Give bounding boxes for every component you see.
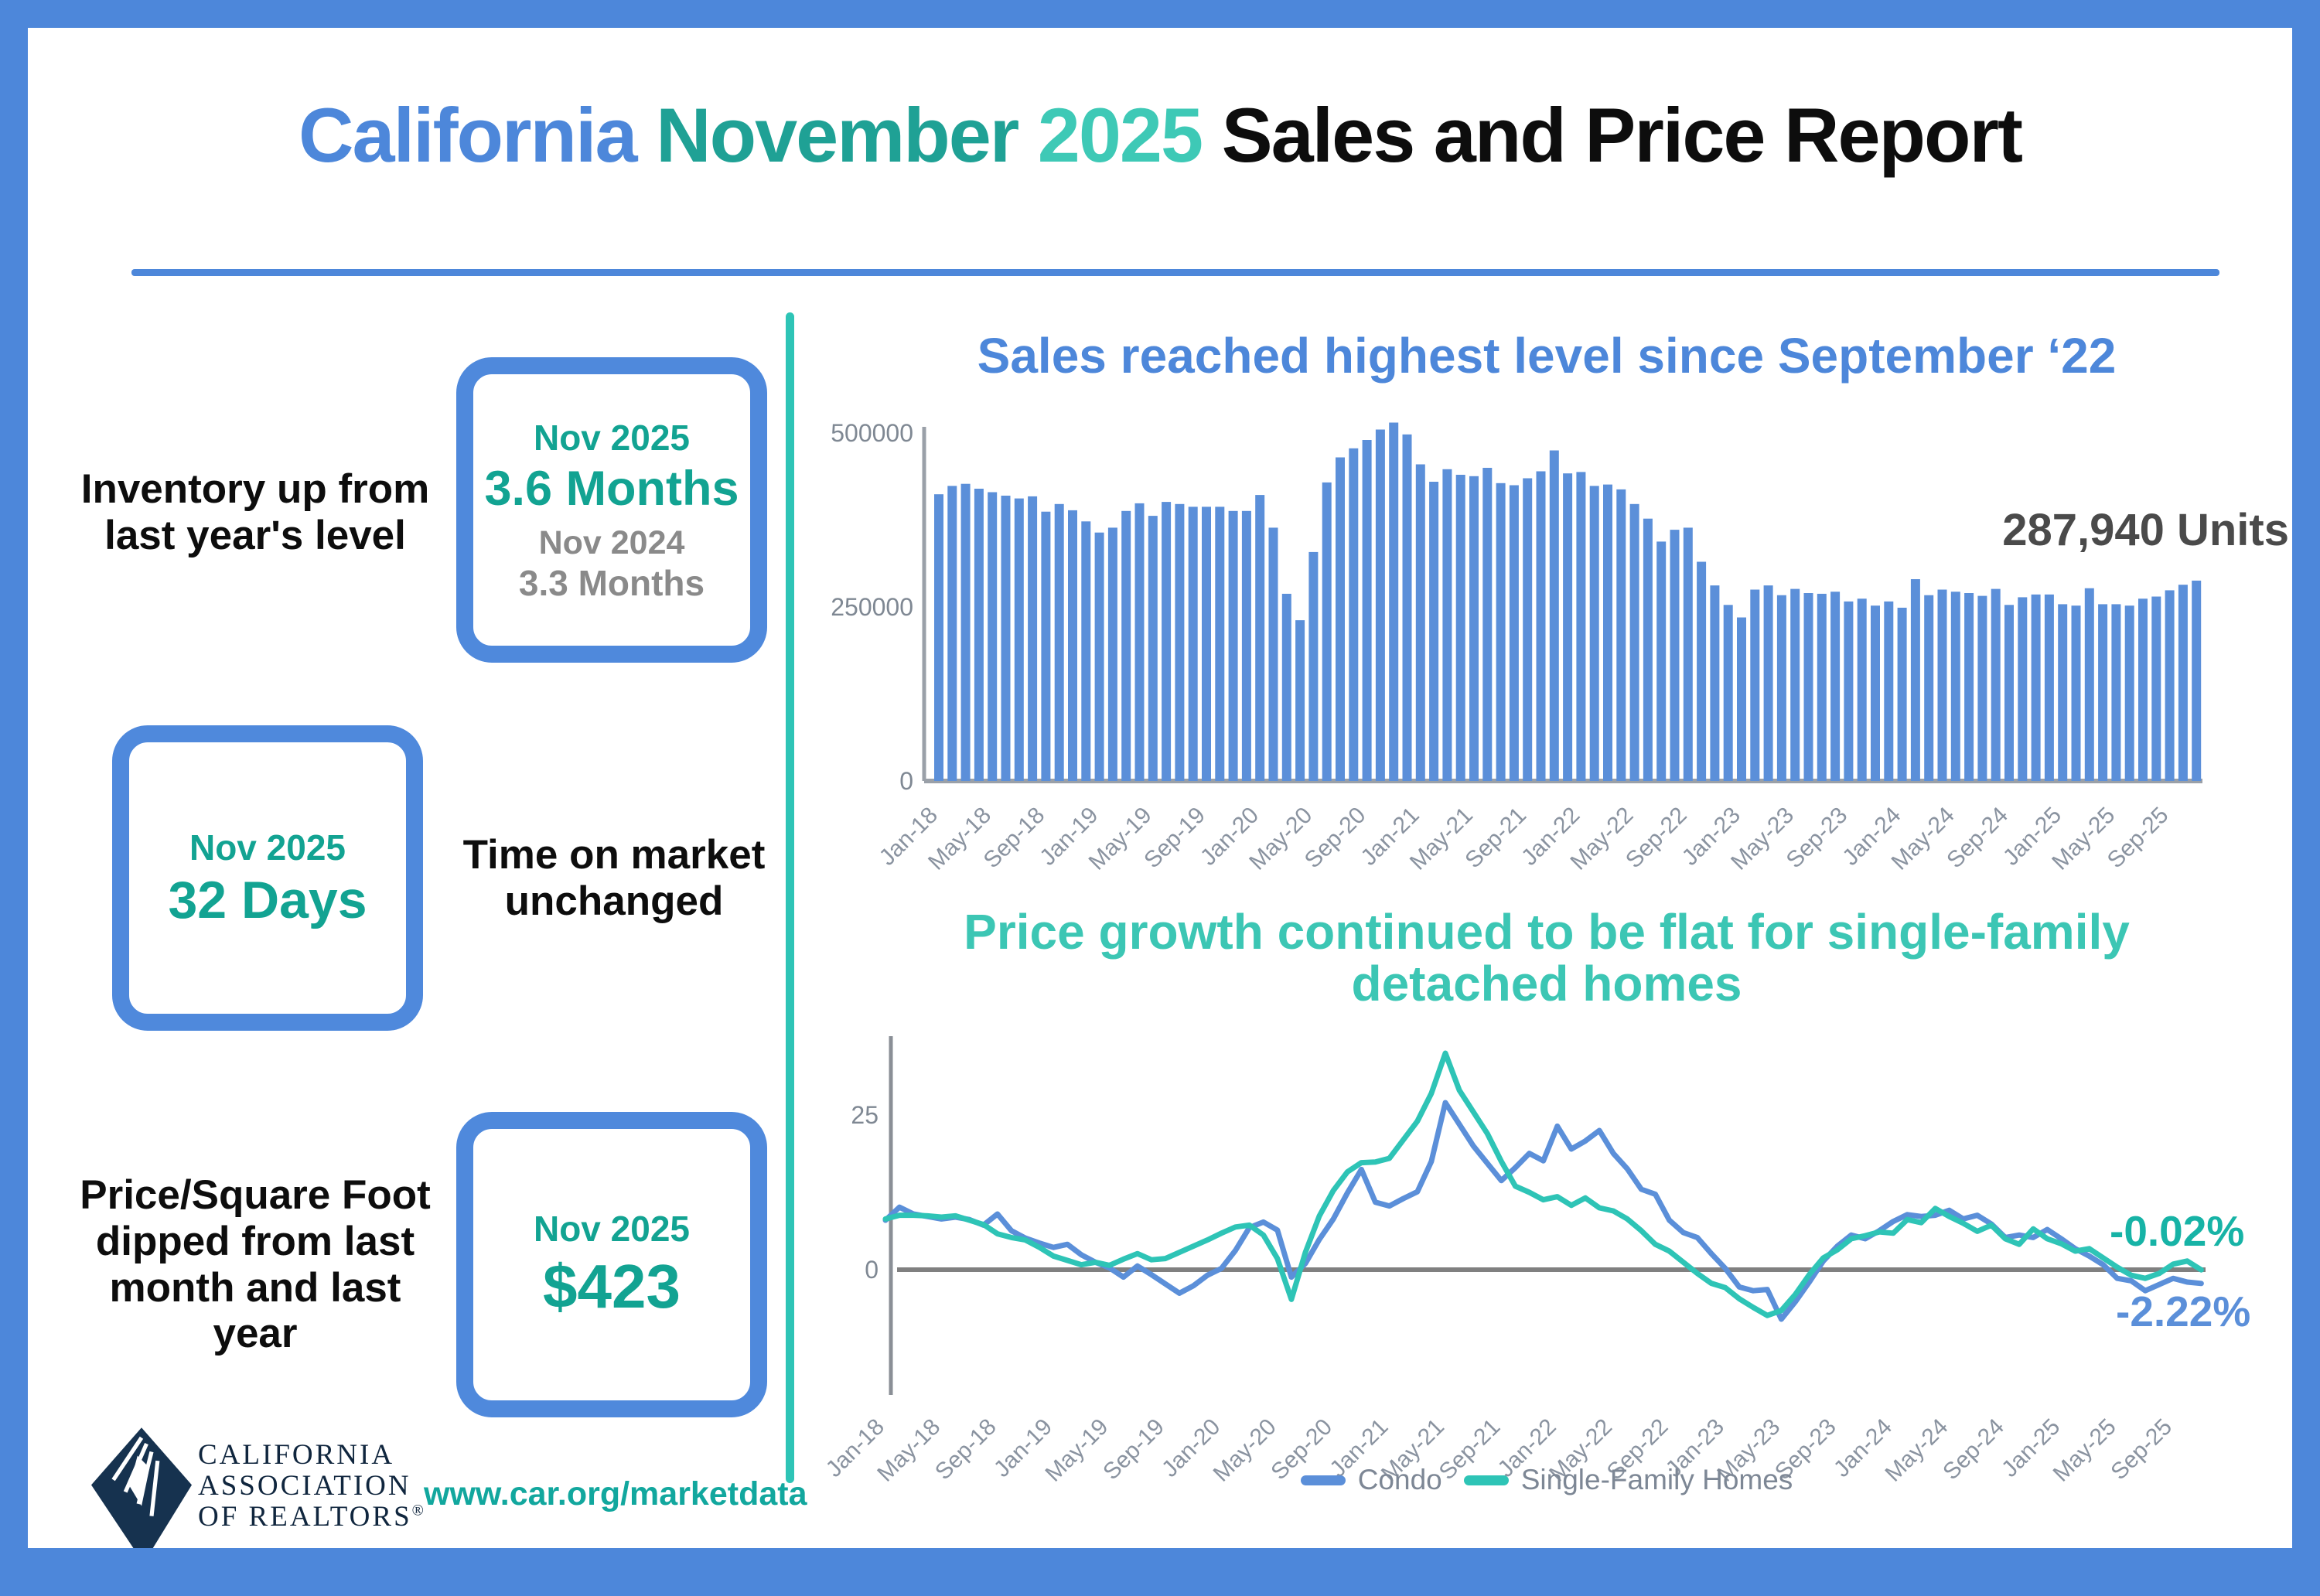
legend-item-condo: Condo [1300,1464,1442,1496]
svg-text:Sep-22: Sep-22 [1621,803,1692,874]
sfh-dash-icon [1463,1475,1509,1485]
title-year: 2025 [1037,92,1203,178]
title-underline [131,269,2219,276]
legend-condo-label: Condo [1357,1464,1442,1495]
car-logo-icon [91,1427,192,1564]
registered-mark: ® [411,1502,426,1519]
inventory-stat-label: Inventory up from last year's level [80,466,430,558]
days-value: 32 Days [168,871,367,930]
price-growth-chart-title: Price growth continued to be flat for si… [964,904,2130,1012]
price-sqft-period: Nov 2025 [533,1208,690,1249]
svg-text:Sep-20: Sep-20 [1300,803,1371,874]
svg-text:0: 0 [899,767,913,795]
days-on-market-label: Time on market unchanged [462,831,766,924]
sales-units-annotation: 287,940 Units [2002,505,2289,555]
title-month: November [656,92,1019,178]
svg-text:Sep-19: Sep-19 [1139,803,1210,874]
svg-text:Sep-24: Sep-24 [1942,803,2013,874]
price-sqft-value: $423 [543,1252,681,1321]
vertical-divider [786,312,794,1483]
title-rest: Sales and Price Report [1221,92,2023,178]
inventory-value: 3.6 Months [484,462,739,517]
svg-text:Sep-21: Sep-21 [1460,803,1531,874]
svg-text:25: 25 [851,1101,879,1129]
inventory-prev-value: 3.3 Months [518,563,705,604]
legend-item-sfh: Single-Family Homes [1463,1464,1793,1496]
condo-pct-annotation: -2.22% [2116,1287,2251,1335]
title-california: California [299,92,638,178]
sales-chart-title: Sales reached highest level since Septem… [977,328,2117,384]
days-on-market-stat-box: Nov 2025 32 Days [112,725,423,1031]
inventory-prev-period: Nov 2024 [538,523,685,561]
chart-legend: Condo Single-Family Homes [851,1464,2243,1496]
svg-text:Sep-23: Sep-23 [1782,803,1853,874]
price-growth-line-chart: 025Jan-18May-18Sep-18Jan-19May-19Sep-19J… [821,1036,2206,1487]
legend-sfh-label: Single-Family Homes [1520,1464,1793,1495]
svg-text:250000: 250000 [831,593,913,621]
inventory-period: Nov 2025 [533,417,690,458]
price-sqft-label: Price/Square Foot dipped from last month… [80,1171,431,1357]
condo-dash-icon [1300,1475,1346,1485]
sales-bar-chart: 0250000500000Jan-18May-18Sep-18Jan-19May… [831,419,2202,875]
price-sqft-stat-box: Nov 2025 $423 [456,1112,767,1417]
sfh-pct-annotation: -0.02% [2110,1207,2245,1255]
svg-text:Sep-18: Sep-18 [979,803,1050,874]
page-title: California November 2025 Sales and Price… [0,91,2320,179]
org-name: CALIFORNIA ASSOCIATION OF REALTORS® [198,1439,426,1533]
svg-text:Sep-25: Sep-25 [2103,803,2174,874]
inventory-stat-box: Nov 2025 3.6 Months Nov 2024 3.3 Months [456,357,767,663]
marketdata-url[interactable]: www.car.org/marketdata [424,1475,807,1512]
svg-text:0: 0 [865,1256,879,1284]
days-period: Nov 2025 [189,827,346,868]
svg-text:500000: 500000 [831,419,913,447]
